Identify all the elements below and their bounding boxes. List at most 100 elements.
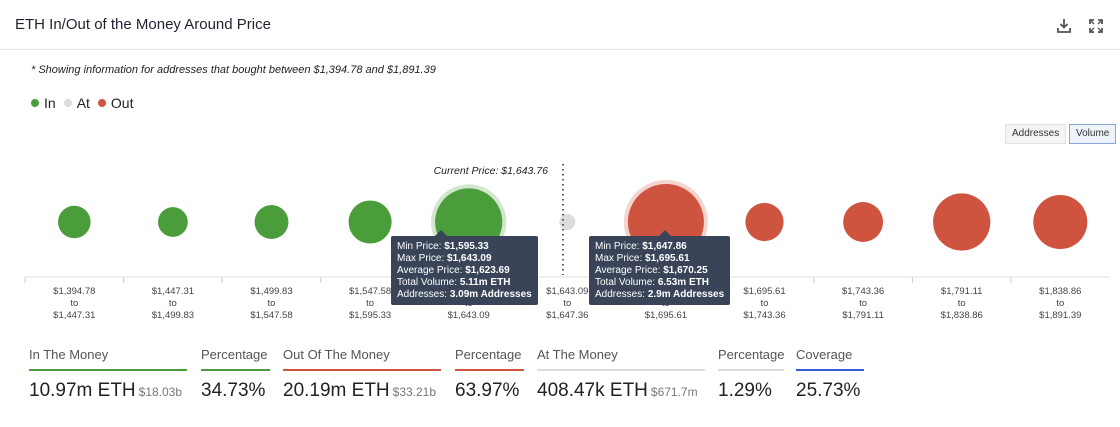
bubble-in[interactable] — [58, 205, 91, 239]
tt1-min-label: Min Price: — [595, 241, 640, 252]
bucket-from-label: $1,838.86 — [1039, 286, 1081, 297]
bucket-to-word: to — [563, 298, 571, 309]
stat-value: 20.19m ETH — [283, 380, 390, 401]
stat-label: Percentage — [455, 347, 522, 362]
tt1-vol: 6.53m ETH — [657, 277, 709, 288]
bubble-out[interactable] — [933, 193, 991, 251]
bucket-from-label: $1,643.09 — [546, 286, 588, 297]
legend-item-in[interactable]: In — [31, 95, 56, 111]
bucket-from-label: $1,791.11 — [941, 286, 983, 297]
stat-label: Percentage — [718, 347, 785, 362]
bucket-to-label: $1,643.09 — [448, 310, 490, 321]
tt1-min: $1,647.86 — [642, 241, 687, 252]
bubble-at[interactable] — [559, 214, 576, 230]
tt1-addr: 2.9m Addresses — [647, 289, 725, 300]
legend-at-label: At — [76, 95, 90, 111]
bucket-to-word: to — [366, 298, 374, 309]
legend-item-at[interactable]: At — [63, 95, 90, 111]
bucket-to-label: $1,547.58 — [250, 310, 292, 321]
chart-header: ETH In/Out of the Money Around Price — [0, 0, 1120, 50]
bucket-to-word: to — [1056, 298, 1064, 309]
bucket-to-label: $1,791.11 — [842, 310, 884, 321]
stat-label: Coverage — [796, 347, 853, 362]
stat-label: Percentage — [201, 347, 268, 362]
in-dot-icon — [31, 99, 39, 107]
stat-value: 10.97m ETH — [29, 380, 136, 401]
bucket-to-word: to — [268, 298, 276, 309]
bubble-out[interactable] — [843, 202, 884, 242]
bucket-to-label: $1,695.61 — [645, 310, 687, 321]
stat-label: At The Money — [537, 347, 618, 362]
legend-in-label: In — [44, 95, 56, 111]
volume-toggle[interactable]: Volume — [1069, 124, 1117, 144]
bucket-to-label: $1,499.83 — [152, 310, 194, 321]
bubble-chart: $1,394.78to$1,447.31$1,447.31to$1,499.83… — [24, 164, 1110, 321]
bucket-from-label: $1,447.31 — [152, 286, 194, 297]
tt0-avg-label: Average Price: — [397, 265, 463, 276]
range-note: * Showing information for addresses that… — [31, 64, 436, 76]
stat-value: 25.73% — [796, 380, 861, 401]
stat-underline — [29, 369, 187, 371]
bubble-out[interactable] — [1033, 194, 1088, 250]
bubble-in[interactable] — [158, 207, 188, 237]
stat-in-percentage: Percentage 34.73% — [201, 345, 270, 402]
tooltip-in-bucket: Min Price: $1,595.33 Max Price: $1,643.0… — [391, 230, 538, 305]
stat-coverage: Coverage 25.73% — [796, 345, 864, 402]
stat-out-of-the-money: Out Of The Money 20.19m ETH $33.21b — [283, 345, 441, 402]
stat-value: 408.47k ETH — [537, 380, 648, 401]
stat-value: 1.29% — [718, 380, 772, 401]
tt1-avg: $1,670.25 — [663, 265, 708, 276]
summary-stats: In The Money 10.97m ETH $18.03b Percentag… — [0, 345, 1120, 415]
tt0-min: $1,595.33 — [444, 241, 489, 252]
bucket-to-word: to — [70, 298, 78, 309]
tt0-max: $1,643.09 — [447, 253, 492, 264]
tt0-addr: 3.09m Addresses — [449, 289, 532, 300]
stat-underline — [796, 369, 864, 371]
tt0-max-label: Max Price: — [397, 253, 445, 264]
stat-label: Out Of The Money — [283, 347, 390, 362]
bucket-to-word: to — [761, 298, 769, 309]
bucket-to-label: $1,891.39 — [1039, 310, 1081, 321]
bubble-out[interactable] — [745, 202, 784, 242]
legend-out-label: Out — [110, 95, 134, 111]
bucket-to-label: $1,447.31 — [53, 310, 95, 321]
chart-title: ETH In/Out of the Money Around Price — [15, 16, 271, 33]
stat-in-the-money: In The Money 10.97m ETH $18.03b — [29, 345, 187, 402]
tooltip-out-bucket: Min Price: $1,647.86 Max Price: $1,695.6… — [589, 230, 731, 305]
addresses-toggle[interactable]: Addresses — [1005, 124, 1067, 144]
stat-underline — [201, 369, 270, 371]
tt0-addr-label: Addresses: — [397, 289, 448, 300]
stat-value: 34.73% — [201, 380, 266, 401]
at-dot-icon — [63, 99, 72, 107]
tt0-vol-label: Total Volume: — [397, 277, 458, 288]
bucket-to-label: $1,595.33 — [349, 310, 391, 321]
stat-at-percentage: Percentage 1.29% — [718, 345, 785, 402]
bucket-from-label: $1,743.36 — [842, 286, 884, 297]
stat-underline — [283, 369, 441, 371]
bubble-in[interactable] — [254, 205, 289, 239]
bucket-to-word: to — [169, 298, 177, 309]
legend: In At Out — [31, 95, 142, 111]
tt1-max-label: Max Price: — [595, 253, 643, 264]
stat-underline — [718, 369, 784, 371]
stat-label: In The Money — [29, 347, 109, 362]
tt0-min-label: Min Price: — [397, 241, 442, 252]
bucket-to-label: $1,647.36 — [546, 310, 588, 321]
legend-item-out[interactable]: Out — [97, 95, 134, 111]
stat-sub: $671.7m — [650, 385, 698, 399]
bubble-in[interactable] — [348, 200, 392, 244]
download-icon[interactable] — [1056, 18, 1072, 34]
bucket-from-label: $1,547.58 — [349, 286, 391, 297]
stat-at-the-money: At The Money 408.47k ETH $671.7m — [537, 345, 705, 402]
stat-value: 63.97% — [455, 380, 520, 401]
bucket-to-word: to — [958, 298, 966, 309]
bucket-to-label: $1,743.36 — [743, 310, 785, 321]
bucket-to-label: $1,838.86 — [941, 310, 983, 321]
tt0-avg: $1,623.69 — [465, 265, 510, 276]
stat-underline — [455, 369, 524, 371]
out-dot-icon — [97, 99, 106, 107]
bucket-from-label: $1,499.83 — [250, 286, 292, 297]
tt0-vol: 5.11m ETH — [459, 277, 511, 288]
tt1-avg-label: Average Price: — [595, 265, 661, 276]
fullscreen-icon[interactable] — [1088, 18, 1104, 34]
